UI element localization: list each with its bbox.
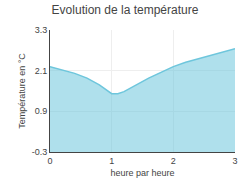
- svg-text:-0.3: -0.3: [32, 147, 48, 157]
- svg-text:1: 1: [109, 156, 114, 166]
- svg-text:0.9: 0.9: [35, 106, 48, 116]
- svg-text:0: 0: [47, 156, 52, 166]
- svg-text:2.1: 2.1: [35, 66, 48, 76]
- svg-text:2: 2: [171, 156, 176, 166]
- svg-text:Evolution de la température: Evolution de la température: [52, 3, 199, 17]
- svg-text:3.3: 3.3: [35, 25, 48, 35]
- svg-text:Température en °C: Température en °C: [17, 53, 27, 129]
- svg-text:3: 3: [232, 156, 237, 166]
- svg-text:heure par heure: heure par heure: [110, 168, 174, 178]
